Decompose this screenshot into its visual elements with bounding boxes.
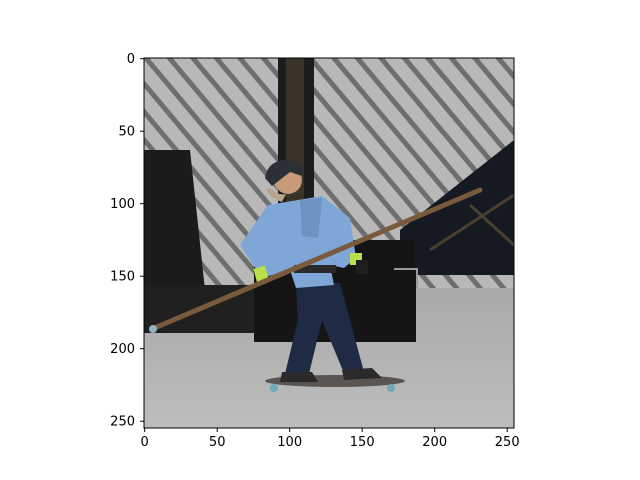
x-tick-label: 200 (422, 435, 447, 450)
x-tick-label: 50 (209, 435, 226, 450)
y-tick-label: 150 (110, 270, 135, 285)
legs (284, 283, 364, 378)
left-glove (253, 265, 269, 283)
y-axis: 0 50 100 150 200 250 (110, 52, 144, 430)
wooden-pole (149, 187, 483, 332)
y-tick-label: 50 (118, 125, 135, 140)
axes-frame (143, 57, 515, 429)
x-axis: 0 50 100 150 200 250 (141, 428, 520, 450)
photo (144, 58, 514, 428)
x-tick-label: 100 (277, 435, 302, 450)
helmet (265, 159, 303, 186)
x-tick-label: 0 (141, 435, 149, 450)
x-tick-label: 250 (495, 435, 520, 450)
x-tick-label: 150 (350, 435, 375, 450)
left-wedge (144, 150, 205, 290)
y-tick-label: 250 (110, 415, 135, 430)
right-window (400, 140, 514, 275)
y-tick-label: 100 (110, 197, 135, 212)
y-tick-label: 0 (127, 52, 135, 67)
y-tick-label: 200 (110, 342, 135, 357)
